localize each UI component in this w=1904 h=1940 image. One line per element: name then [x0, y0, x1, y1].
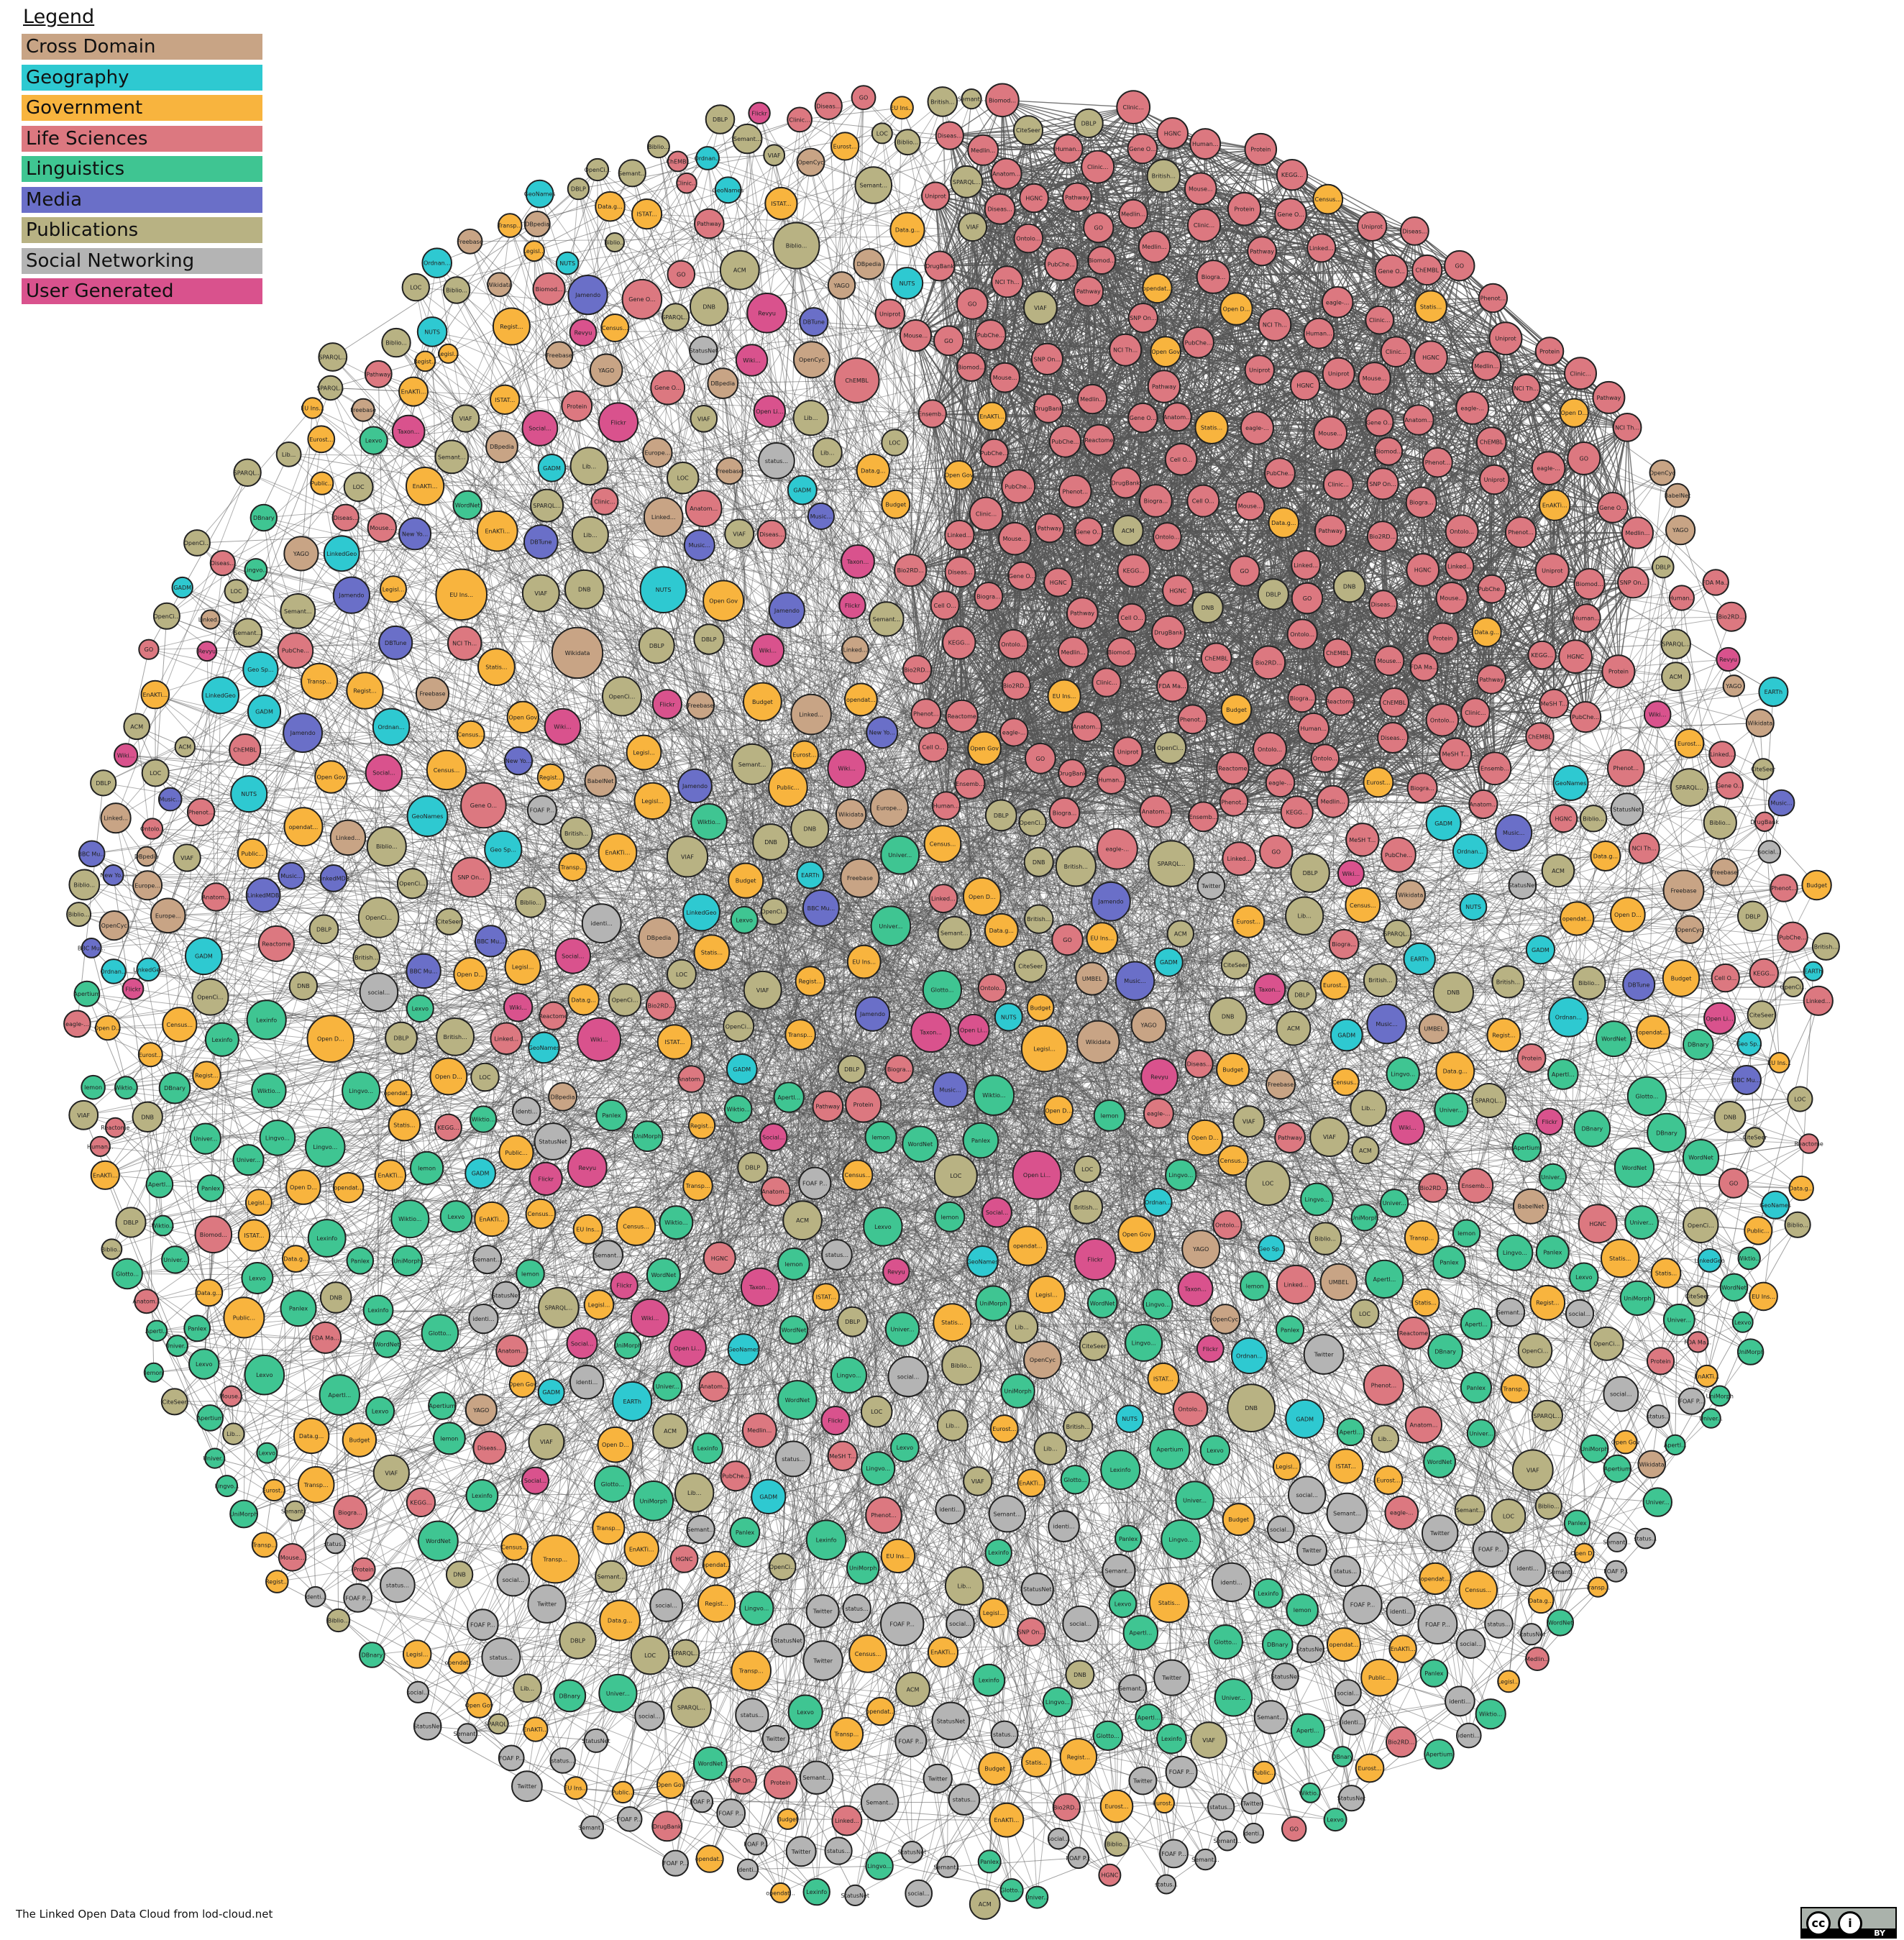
- edge: [691, 1079, 1012, 1890]
- edge: [1227, 859, 1240, 1017]
- edge: [863, 1104, 1038, 1176]
- edge: [770, 841, 1068, 941]
- edge: [386, 1047, 544, 1345]
- edge: [751, 866, 1076, 1671]
- edge: [544, 870, 1559, 1048]
- edge: [86, 993, 278, 1138]
- edge: [800, 1034, 951, 1721]
- edge: [618, 422, 659, 938]
- edge: [880, 1084, 1281, 1712]
- edge: [629, 702, 1395, 1820]
- life-sciences-dense-edges: [910, 99, 1639, 818]
- edge: [104, 917, 379, 1176]
- edge: [1563, 818, 1753, 917]
- edge: [544, 856, 688, 1048]
- edge: [1534, 1350, 1658, 1503]
- edge: [511, 746, 934, 1351]
- edge: [782, 1174, 1181, 1568]
- edge: [210, 961, 864, 998]
- edge: [767, 649, 882, 733]
- edge: [1307, 1701, 1460, 1731]
- edge: [418, 1259, 1096, 1693]
- edge: [511, 1167, 588, 1351]
- edge: [618, 422, 682, 974]
- edge: [277, 1138, 296, 1259]
- edge: [448, 569, 1553, 1128]
- edge: [1040, 1007, 1167, 1885]
- edge: [882, 732, 1755, 1138]
- edge: [787, 1818, 1007, 1821]
- edge: [973, 1030, 1028, 1246]
- edge: [236, 590, 1233, 1070]
- edge: [1168, 906, 1474, 963]
- edge: [947, 1857, 1079, 1867]
- edge: [1586, 618, 1626, 769]
- edge: [1280, 884, 1817, 1085]
- edge: [395, 642, 795, 1265]
- edge: [802, 490, 1010, 1017]
- edge: [522, 1273, 531, 1384]
- edge: [876, 1303, 994, 1412]
- edge: [827, 961, 865, 1107]
- edge: [800, 1034, 877, 1412]
- edge: [311, 1435, 316, 1597]
- edge: [1437, 1252, 1553, 1625]
- edge: [1148, 785, 1730, 1026]
- edge: [659, 937, 1086, 1208]
- edge: [155, 694, 456, 1038]
- edge: [395, 642, 811, 876]
- edge: [900, 785, 1730, 856]
- edge: [78, 914, 1028, 1247]
- edge: [467, 504, 1411, 896]
- edge: [997, 1212, 1228, 1225]
- edge: [1592, 1128, 1701, 1158]
- edge: [551, 732, 883, 1393]
- edge: [1079, 1674, 1222, 1808]
- edge: [105, 828, 810, 1176]
- edge: [1142, 175, 1293, 1781]
- edge: [1401, 1512, 1404, 1650]
- edge: [514, 1442, 547, 1547]
- edge: [867, 901, 1112, 1655]
- edge: [1111, 779, 1352, 1798]
- edge: [862, 1113, 1159, 1568]
- edge: [156, 1330, 989, 1681]
- edge: [277, 1099, 1800, 1138]
- edge: [266, 485, 426, 1020]
